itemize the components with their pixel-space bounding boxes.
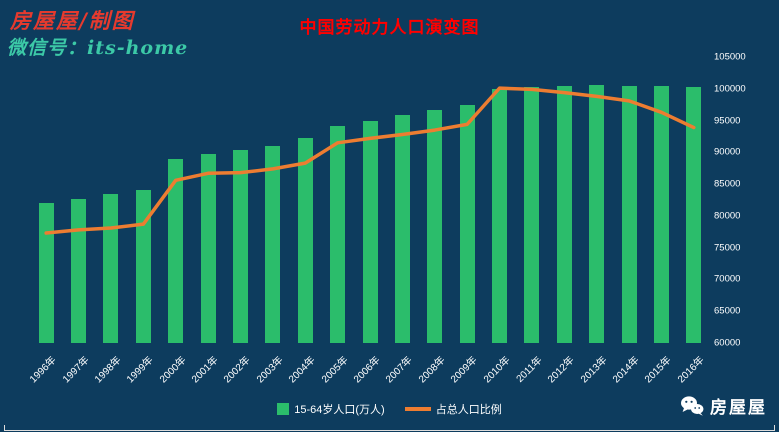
bar-2013年	[589, 84, 605, 343]
legend-bar-swatch	[277, 403, 290, 415]
bar-2008年	[427, 109, 443, 343]
bar-2005年	[330, 125, 346, 343]
footer-brand: 房屋屋	[680, 393, 767, 418]
legend-line-swatch	[404, 407, 431, 411]
legend-line-label: 占总人口比例	[435, 404, 502, 416]
y-tick-label: 100000	[714, 83, 746, 95]
bar-2014年	[621, 85, 637, 343]
bar-1996年	[38, 203, 54, 343]
watermark-brand: 房屋屋/制图	[10, 8, 135, 33]
y-tick-label: 90000	[714, 146, 741, 158]
y-tick-label: 65000	[714, 305, 741, 317]
bar-2011年	[524, 86, 540, 343]
bar-1999年	[135, 189, 151, 343]
bar-2012年	[556, 86, 572, 343]
legend-item-bars: 15-64岁人口(万人)	[277, 401, 385, 417]
bar-2015年	[653, 86, 669, 343]
bar-2007年	[394, 114, 410, 343]
bar-2000年	[168, 159, 184, 343]
y-tick-label: 85000	[714, 178, 741, 190]
bar-2002年	[232, 150, 248, 343]
bar-1997年	[71, 199, 87, 343]
y-tick-label: 80000	[714, 210, 741, 222]
chart-title: 中国劳动力人口演变图	[299, 18, 480, 37]
bar-2010年	[492, 89, 508, 343]
bar-2016年	[686, 86, 702, 343]
y-tick-label: 95000	[714, 115, 741, 127]
y-tick-label: 70000	[714, 273, 741, 285]
bar-2004年	[297, 138, 313, 343]
bar-1998年	[103, 194, 119, 343]
wechat-icon	[681, 396, 704, 416]
y-tick-label: 105000	[714, 51, 746, 63]
bar-2001年	[200, 153, 216, 343]
bottom-divider	[4, 425, 775, 431]
bar-2003年	[265, 145, 281, 343]
bar-2009年	[459, 104, 475, 343]
watermark-wechat-id: 微信号：its-home	[7, 37, 189, 59]
legend-item-line: 占总人口比例	[404, 401, 502, 417]
legend-bar-label: 15-64岁人口(万人)	[294, 404, 385, 416]
bar-2006年	[362, 120, 378, 343]
legend: 15-64岁人口(万人) 占总人口比例	[0, 401, 779, 417]
footer-brand-label: 房屋屋	[710, 398, 767, 417]
y-tick-label: 75000	[714, 242, 741, 254]
y-tick-label: 60000	[714, 337, 741, 349]
